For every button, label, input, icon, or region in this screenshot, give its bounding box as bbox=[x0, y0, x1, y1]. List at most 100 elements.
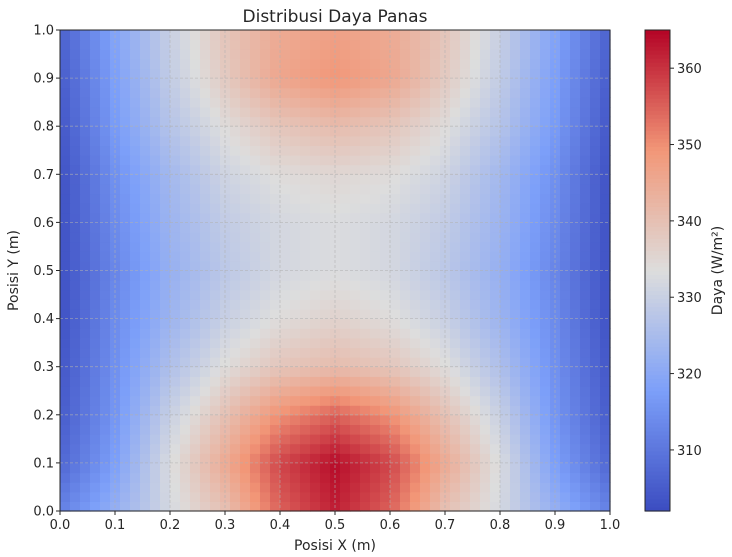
heatmap-cell bbox=[160, 87, 171, 98]
heatmap-cell bbox=[380, 414, 391, 426]
heatmap-cell bbox=[230, 116, 241, 127]
heatmap-cell bbox=[530, 68, 541, 79]
heatmap-cell bbox=[60, 270, 71, 281]
heatmap-cell bbox=[130, 97, 141, 108]
heatmap-cell bbox=[140, 308, 151, 320]
heatmap-cell bbox=[490, 357, 501, 368]
heatmap-cell bbox=[530, 183, 541, 195]
heatmap-cell bbox=[530, 366, 541, 377]
heatmap-cell bbox=[280, 347, 291, 358]
heatmap-cell bbox=[90, 501, 101, 512]
heatmap-cell bbox=[540, 385, 551, 397]
heatmap-cell bbox=[210, 116, 221, 127]
heatmap-cell bbox=[560, 414, 571, 426]
heatmap-cell bbox=[150, 232, 161, 243]
heatmap-cell bbox=[270, 376, 281, 387]
heatmap-cell bbox=[380, 145, 391, 156]
heatmap-cell bbox=[70, 174, 81, 185]
heatmap-cell bbox=[360, 376, 371, 387]
heatmap-cell bbox=[280, 424, 291, 435]
heatmap-cell bbox=[120, 241, 131, 252]
heatmap-cell bbox=[410, 145, 421, 156]
heatmap-cell bbox=[440, 193, 451, 204]
heatmap-cell bbox=[500, 366, 511, 377]
heatmap-cell bbox=[560, 491, 571, 502]
heatmap-cell bbox=[160, 482, 171, 493]
heatmap-cell bbox=[220, 414, 231, 426]
heatmap-cell bbox=[250, 414, 261, 426]
heatmap-cell bbox=[190, 97, 201, 108]
heatmap-cell bbox=[310, 212, 321, 223]
heatmap-cell bbox=[340, 145, 351, 156]
heatmap-cell bbox=[420, 395, 431, 406]
heatmap-cell bbox=[500, 280, 511, 291]
heatmap-cell bbox=[270, 337, 281, 349]
heatmap-cell bbox=[80, 299, 91, 310]
heatmap-cell bbox=[450, 376, 461, 387]
heatmap-cell bbox=[460, 78, 471, 89]
heatmap-cell bbox=[90, 414, 101, 426]
heatmap-cell bbox=[180, 222, 191, 233]
heatmap-cell bbox=[430, 251, 441, 262]
heatmap-cell bbox=[230, 145, 241, 156]
heatmap-cell bbox=[210, 337, 221, 349]
heatmap-cell bbox=[340, 164, 351, 175]
heatmap-cell bbox=[260, 135, 271, 147]
heatmap-cell bbox=[480, 135, 491, 147]
heatmap-cell bbox=[120, 251, 131, 262]
heatmap-cell bbox=[300, 106, 311, 118]
heatmap-cell bbox=[410, 251, 421, 262]
heatmap-cell bbox=[100, 453, 111, 464]
heatmap-cell bbox=[140, 453, 151, 464]
heatmap-cell bbox=[260, 251, 271, 262]
heatmap-cell bbox=[160, 68, 171, 79]
heatmap-cell bbox=[290, 164, 301, 175]
heatmap-cell bbox=[600, 155, 611, 166]
heatmap-cell bbox=[340, 453, 351, 464]
heatmap-cell bbox=[220, 443, 231, 454]
heatmap-cell bbox=[170, 116, 181, 127]
heatmap-cell bbox=[560, 260, 571, 272]
heatmap-cell bbox=[480, 337, 491, 349]
heatmap-cell bbox=[510, 97, 521, 108]
heatmap-cell bbox=[500, 193, 511, 204]
heatmap-cell bbox=[220, 308, 231, 320]
heatmap-cell bbox=[320, 203, 331, 214]
heatmap-cell bbox=[440, 68, 451, 79]
heatmap-cell bbox=[430, 501, 441, 512]
heatmap-cell bbox=[530, 501, 541, 512]
heatmap-cell bbox=[200, 116, 211, 127]
heatmap-cell bbox=[170, 299, 181, 310]
heatmap-cell bbox=[180, 414, 191, 426]
heatmap-cell bbox=[400, 405, 411, 416]
heatmap-cell bbox=[140, 87, 151, 98]
heatmap-cell bbox=[300, 270, 311, 281]
heatmap-cell bbox=[550, 39, 561, 50]
x-tick-label: 0.9 bbox=[545, 518, 566, 533]
heatmap-cell bbox=[430, 68, 441, 79]
heatmap-cell bbox=[90, 203, 101, 214]
heatmap-cell bbox=[300, 491, 311, 502]
heatmap-cell bbox=[380, 68, 391, 79]
heatmap-cell bbox=[460, 366, 471, 377]
heatmap-cell bbox=[130, 453, 141, 464]
heatmap-cell bbox=[580, 49, 591, 60]
heatmap-cell bbox=[450, 414, 461, 426]
heatmap-cell bbox=[170, 357, 181, 368]
heatmap-cell bbox=[600, 106, 611, 118]
heatmap-cell bbox=[380, 472, 391, 483]
heatmap-cell bbox=[80, 337, 91, 349]
heatmap-cell bbox=[490, 443, 501, 454]
heatmap-cell bbox=[590, 193, 601, 204]
heatmap-cell bbox=[150, 357, 161, 368]
heatmap-cell bbox=[220, 462, 231, 474]
heatmap-cell bbox=[160, 308, 171, 320]
colorbar-segment bbox=[645, 98, 670, 103]
heatmap-cell bbox=[300, 482, 311, 493]
heatmap-cell bbox=[350, 376, 361, 387]
heatmap-cell bbox=[230, 395, 241, 406]
heatmap-cell bbox=[290, 405, 301, 416]
heatmap-cell bbox=[520, 164, 531, 175]
heatmap-cell bbox=[580, 116, 591, 127]
heatmap-cell bbox=[410, 318, 421, 329]
